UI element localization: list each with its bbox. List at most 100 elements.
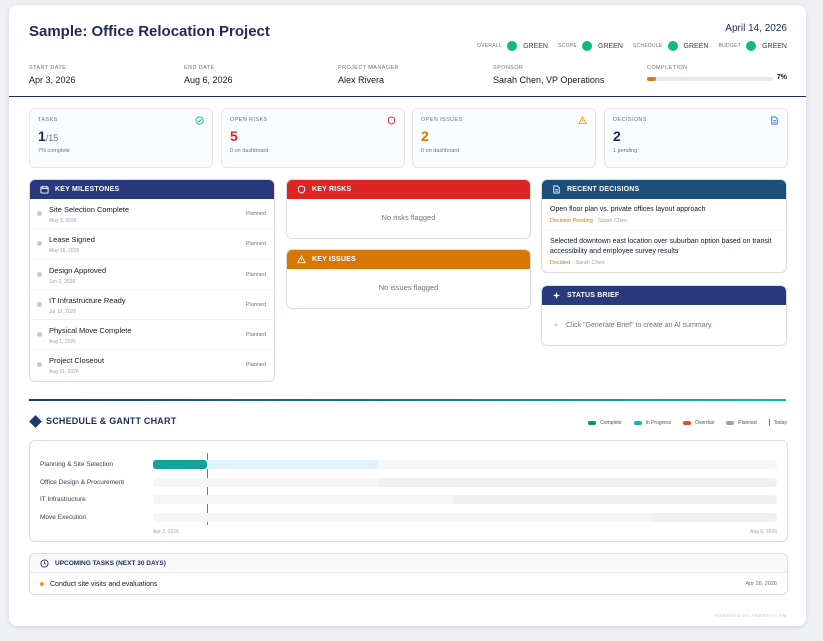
gantt-axis-start: Apr 3, 2026 xyxy=(153,529,179,535)
gantt-track xyxy=(153,513,777,522)
legend-today: Today xyxy=(768,419,787,426)
milestone-name: Lease Signed xyxy=(49,235,95,245)
milestone-item[interactable]: Design Approved Jun 2, 2026 Planned xyxy=(30,260,274,290)
header-divider xyxy=(9,96,806,97)
completion-percent: 7% xyxy=(776,74,787,81)
decision-item[interactable]: Open floor plan vs. private offices layo… xyxy=(542,199,786,231)
gantt-track xyxy=(153,460,777,469)
meta-project-manager: PROJECT MANAGER Alex Rivera xyxy=(338,65,399,85)
status-dot xyxy=(582,41,592,51)
milestone-status: Planned xyxy=(245,271,266,278)
meta-end-date: END DATE Aug 6, 2026 xyxy=(184,65,233,85)
stat-card-tasks[interactable]: TASKS 1/15 7% complete xyxy=(29,108,213,168)
upcoming-task-item[interactable]: Conduct site visits and evaluations Apr … xyxy=(30,573,787,595)
milestone-item[interactable]: Project Closeout Aug 21, 2026 Planned xyxy=(30,350,274,380)
gantt-bar[interactable] xyxy=(652,513,777,522)
meta-label: COMPLETION xyxy=(647,65,688,71)
completion-fill xyxy=(647,77,656,81)
upcoming-tasks-title: UPCOMING TASKS (NEXT 30 DAYS) xyxy=(55,559,166,567)
legend-label: In Progress xyxy=(645,419,672,426)
stat-subtext: 1 pending xyxy=(613,148,638,154)
stat-label: TASKS xyxy=(38,117,58,123)
legend-label: Planned xyxy=(738,419,757,426)
schedule-divider xyxy=(29,399,786,401)
schedule-title-text: SCHEDULE & GANTT CHART xyxy=(46,416,177,426)
shield-icon xyxy=(297,185,306,194)
legend-in-progress: In Progress xyxy=(633,419,672,426)
upcoming-tasks-header: UPCOMING TASKS (NEXT 30 DAYS) xyxy=(30,554,787,573)
milestone-status: Planned xyxy=(245,362,266,369)
decision-title: Open floor plan vs. private offices layo… xyxy=(550,206,706,213)
task-dot xyxy=(40,582,44,586)
stat-number: 1 xyxy=(38,128,46,144)
stat-card-risks[interactable]: OPEN RISKS 5 0 on dashboard xyxy=(221,108,405,168)
milestone-dot xyxy=(37,301,42,307)
status-scope: SCOPE GREEN xyxy=(558,41,623,51)
upcoming-tasks-panel: UPCOMING TASKS (NEXT 30 DAYS) Conduct si… xyxy=(29,553,788,595)
stat-value: 1/15 xyxy=(38,128,204,144)
meta-value: Alex Rivera xyxy=(338,75,385,85)
status-brief-body: Click "Generate Brief" to create an AI s… xyxy=(542,305,786,329)
legend-planned: Planned xyxy=(726,419,757,426)
stat-card-issues[interactable]: OPEN ISSUES 2 0 on dashboard xyxy=(412,108,596,168)
status-label: OVERALL xyxy=(476,43,503,49)
gantt-row-label: Office Design & Procurement xyxy=(40,479,125,486)
milestone-dot xyxy=(37,211,42,216)
legend-label: Complete xyxy=(600,419,622,426)
gantt-bar[interactable] xyxy=(153,460,378,469)
legend-label: Overdue xyxy=(695,419,715,426)
milestone-item[interactable]: Site Selection Complete May 3, 2026 Planne… xyxy=(30,199,274,230)
stat-value: 2 xyxy=(613,128,621,144)
status-brief-panel: STATUS BRIEF Click "Generate Brief" to c… xyxy=(541,285,787,346)
milestone-date: Jun 2, 2026 xyxy=(49,278,76,285)
milestone-status: Planned xyxy=(245,301,266,308)
status-brief-hint: Click "Generate Brief" to create an AI s… xyxy=(566,321,713,329)
milestone-name: IT Infrastructure Ready xyxy=(49,295,126,305)
meta-value: Apr 3, 2026 xyxy=(29,75,76,85)
calendar-icon xyxy=(40,185,49,194)
page-title: Sample: Office Relocation Project xyxy=(29,23,270,40)
status-dot xyxy=(507,41,518,51)
meta-value: Sarah Chen, VP Operations xyxy=(493,75,605,85)
milestone-date: Aug 1, 2026 xyxy=(49,339,76,346)
status-label: SCOPE xyxy=(557,43,577,49)
milestone-name: Physical Move Complete xyxy=(49,326,132,336)
milestone-date: Aug 21, 2026 xyxy=(49,369,79,376)
status-brief-title: STATUS BRIEF xyxy=(567,292,620,299)
milestone-status: Planned xyxy=(245,211,266,217)
status-value: GREEN xyxy=(762,42,787,50)
decisions-panel: RECENT DECISIONS Open floor plan vs. pri… xyxy=(541,179,787,273)
gantt-bar[interactable] xyxy=(377,478,777,487)
milestone-date: Jul 12, 2026 xyxy=(49,308,77,315)
legend-overdue: Overdue xyxy=(683,420,714,426)
status-value: GREEN xyxy=(598,42,623,50)
decision-meta: Decision Pending Sarah Chen xyxy=(550,218,778,224)
milestone-dot xyxy=(37,241,42,247)
milestone-name: Site Selection Complete xyxy=(49,205,130,214)
status-value: GREEN xyxy=(683,42,709,50)
status-value: GREEN xyxy=(523,42,548,50)
milestone-item[interactable]: Physical Move Complete Aug 1, 2026 Planned xyxy=(30,320,274,351)
milestone-item[interactable]: Lease Signed May 18, 2026 Planned xyxy=(30,229,274,260)
issues-panel: KEY ISSUES No issues flagged xyxy=(286,249,531,309)
decision-item[interactable]: Selected downtown east location over sub… xyxy=(542,231,786,272)
milestone-dot xyxy=(37,332,42,338)
milestones-title: KEY MILESTONES xyxy=(55,186,120,193)
stat-label: DECISIONS xyxy=(613,117,647,123)
stat-subtext: 7% complete xyxy=(38,148,70,154)
decision-status: Decision Pending xyxy=(550,218,593,224)
decision-owner: Sarah Chen xyxy=(575,260,605,266)
meta-start-date: START DATE Apr 3, 2026 xyxy=(29,65,76,85)
gantt-axis-end: Aug 6, 2026 xyxy=(750,529,777,535)
meta-label: END DATE xyxy=(184,65,215,71)
status-label: SCHEDULE xyxy=(632,43,663,49)
legend-complete: Complete xyxy=(588,419,622,426)
milestone-dot xyxy=(37,271,42,277)
gantt-bar[interactable] xyxy=(452,495,777,504)
stat-card-decisions[interactable]: DECISIONS 2 1 pending xyxy=(604,108,788,168)
issues-empty-state: No issues flagged xyxy=(378,283,439,292)
meta-sponsor: SPONSOR Sarah Chen, VP Operations xyxy=(493,65,604,85)
milestone-item[interactable]: IT Infrastructure Ready Jul 12, 2026 Plann… xyxy=(30,290,274,321)
stat-total: /15 xyxy=(45,133,59,143)
legend-swatch xyxy=(633,420,642,425)
